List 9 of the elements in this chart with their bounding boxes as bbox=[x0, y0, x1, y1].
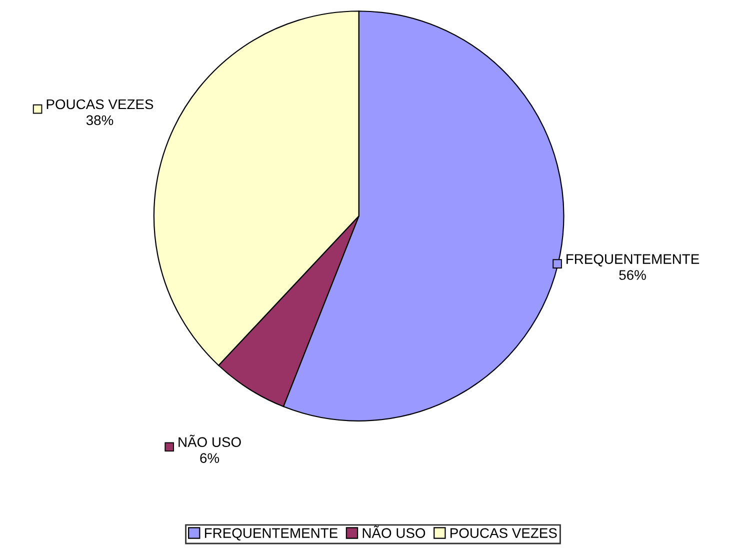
legend-label: NÃO USO bbox=[178, 434, 241, 448]
legend-label: FREQUENTEMENTE bbox=[566, 254, 700, 266]
data-label: 38% bbox=[86, 115, 114, 126]
category-label: NÃO USO bbox=[362, 526, 426, 538]
data-label: 6% bbox=[200, 453, 220, 463]
category-label: POUCAS VEZES bbox=[450, 528, 557, 538]
legend-label: POUCAS VEZES bbox=[46, 99, 154, 110]
category-label: FREQUENTEMENTE bbox=[204, 528, 338, 540]
data-label: 56% bbox=[619, 270, 646, 280]
